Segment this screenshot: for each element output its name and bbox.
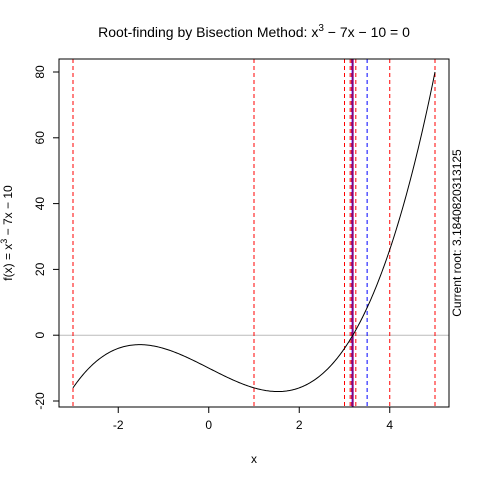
y-tick-label: 60 bbox=[33, 131, 47, 145]
y-tick-label: -20 bbox=[33, 392, 47, 410]
x-axis: -2 0 2 4 bbox=[113, 407, 393, 432]
y-axis: -20 0 20 40 60 80 bbox=[33, 65, 59, 410]
plot-frame bbox=[58, 58, 450, 408]
y-tick-label: 80 bbox=[33, 65, 47, 79]
current-root-label: Current root: 3.1840820313125 bbox=[450, 149, 464, 317]
x-axis-label: x bbox=[251, 452, 257, 466]
y-tick-label: 20 bbox=[33, 262, 47, 276]
x-tick-label: 4 bbox=[386, 418, 393, 432]
y-tick-label: 0 bbox=[33, 332, 47, 339]
chart-title: Root-finding by Bisection Method: x3 − 7… bbox=[98, 23, 410, 40]
plot-area bbox=[59, 59, 449, 407]
function-curve bbox=[72, 71, 436, 393]
x-tick-label: -2 bbox=[113, 418, 124, 432]
y-axis-label: f(x) = x3 − 7x − 10 bbox=[0, 185, 15, 281]
x-tick-label: 0 bbox=[205, 418, 212, 432]
x-tick-label: 2 bbox=[296, 418, 303, 432]
y-tick-label: 40 bbox=[33, 197, 47, 211]
